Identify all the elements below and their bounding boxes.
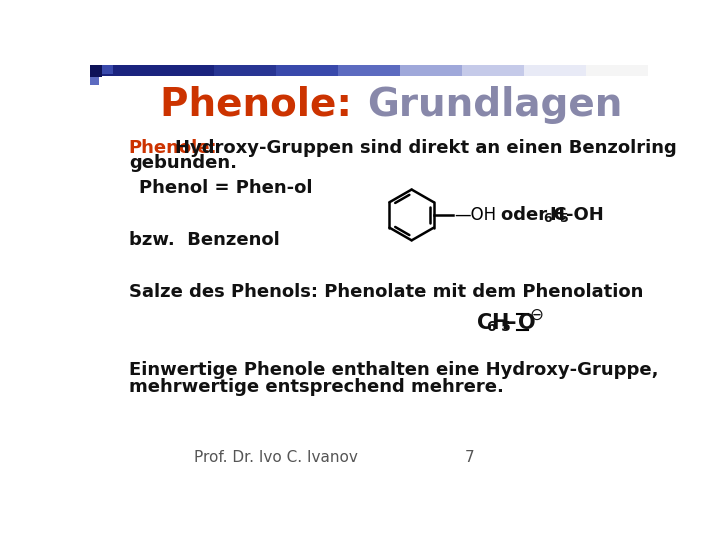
Text: C: C xyxy=(477,313,492,333)
Text: oder C: oder C xyxy=(500,206,567,224)
Text: Phenole:: Phenole: xyxy=(129,139,217,157)
Text: Grundlagen: Grundlagen xyxy=(367,86,623,124)
Text: gebunden.: gebunden. xyxy=(129,154,237,172)
Text: 6: 6 xyxy=(486,320,495,334)
Text: O: O xyxy=(518,313,536,333)
Bar xyxy=(400,65,463,76)
Text: 7: 7 xyxy=(465,450,474,465)
Text: 5: 5 xyxy=(500,320,510,334)
Bar xyxy=(90,77,99,85)
Text: H: H xyxy=(549,206,564,224)
Bar xyxy=(152,65,215,76)
Text: 5: 5 xyxy=(559,212,568,225)
Bar xyxy=(90,65,102,77)
Text: Salze des Phenols: Phenolate mit dem Phenolation: Salze des Phenols: Phenolate mit dem Phe… xyxy=(129,283,643,301)
Text: Hydroxy-Gruppen sind direkt an einen Benzolring: Hydroxy-Gruppen sind direkt an einen Ben… xyxy=(175,139,677,157)
Bar xyxy=(214,65,276,76)
Text: bzw.  Benzenol: bzw. Benzenol xyxy=(129,231,279,249)
Text: H: H xyxy=(492,313,509,333)
Bar xyxy=(462,65,525,76)
Text: mehrwertige entsprechend mehrere.: mehrwertige entsprechend mehrere. xyxy=(129,378,503,396)
Text: —OH: —OH xyxy=(455,206,497,224)
Bar xyxy=(90,65,153,76)
Bar xyxy=(102,65,113,74)
Bar xyxy=(524,65,587,76)
Text: –: – xyxy=(506,313,517,333)
Bar xyxy=(338,65,401,76)
Text: Phenole:: Phenole: xyxy=(160,86,365,124)
Text: ⊖: ⊖ xyxy=(529,306,544,324)
Text: Einwertige Phenole enthalten eine Hydroxy-Gruppe,: Einwertige Phenole enthalten eine Hydrox… xyxy=(129,361,658,379)
Bar xyxy=(586,65,649,76)
Text: Phenol = Phen-ol: Phenol = Phen-ol xyxy=(139,179,312,197)
Text: 6: 6 xyxy=(544,212,552,225)
Text: -OH: -OH xyxy=(566,206,603,224)
Bar xyxy=(276,65,339,76)
Text: Prof. Dr. Ivo C. Ivanov: Prof. Dr. Ivo C. Ivanov xyxy=(194,450,358,465)
